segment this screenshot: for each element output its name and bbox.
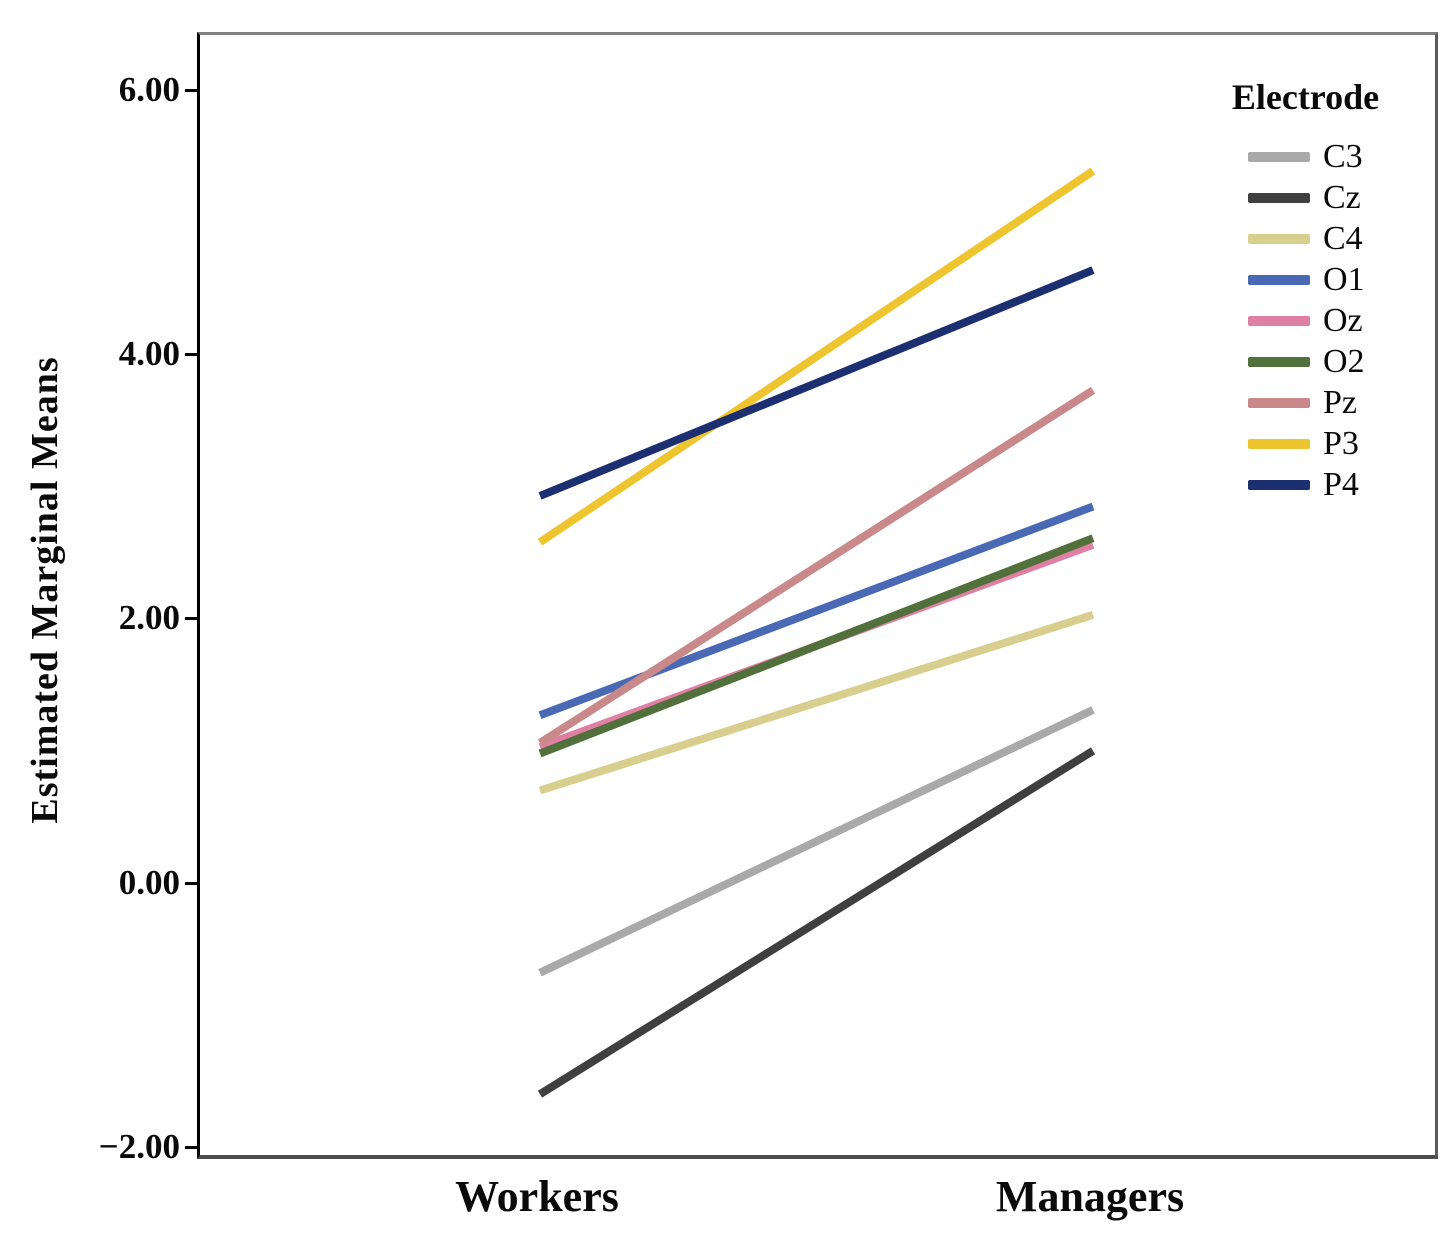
legend-label-P4: P4	[1323, 465, 1359, 503]
series-line-O2	[538, 534, 1095, 758]
plot-area	[197, 32, 1438, 1159]
legend-swatch-O2	[1248, 356, 1310, 367]
line-series-canvas	[537, 167, 1096, 1098]
legend-swatch-Cz	[1248, 192, 1310, 203]
legend-row-P4: P4	[1248, 464, 1365, 505]
y-tick-mark	[185, 617, 197, 621]
legend-swatch-C3	[1248, 151, 1310, 162]
series-line-P3	[537, 167, 1096, 546]
legend-label-O1: O1	[1323, 260, 1365, 298]
series-line-C4	[538, 610, 1095, 795]
series-line-Pz	[537, 386, 1096, 747]
legend-row-Cz: Cz	[1248, 177, 1365, 218]
series-line-Cz	[537, 747, 1096, 1098]
x-category-label-workers: Workers	[455, 1172, 619, 1221]
y-tick-mark	[185, 89, 197, 93]
y-tick-label: −2.00	[98, 1126, 180, 1166]
legend-swatch-Oz	[1248, 315, 1310, 326]
legend-label-Oz: Oz	[1323, 301, 1363, 339]
y-axis-title: Estimated Marginal Means	[24, 356, 66, 824]
legend-row-Oz: Oz	[1248, 300, 1365, 341]
y-tick-label: 0.00	[118, 862, 180, 902]
legend-swatch-Pz	[1248, 397, 1310, 408]
legend-swatch-P4	[1248, 479, 1310, 490]
legend-label-C3: C3	[1323, 137, 1363, 175]
y-tick-label: 2.00	[118, 598, 180, 638]
legend: C3 Cz C4 O1 Oz O2 Pz P3 P4	[1248, 136, 1365, 505]
legend-title: Electrode	[1231, 77, 1380, 117]
legend-label-C4: C4	[1323, 219, 1363, 257]
y-tick-mark	[185, 881, 197, 885]
legend-swatch-P3	[1248, 438, 1310, 449]
y-tick-mark	[185, 353, 197, 357]
y-tick-label: 4.00	[118, 334, 180, 374]
legend-row-C3: C3	[1248, 136, 1365, 177]
legend-row-O1: O1	[1248, 259, 1365, 300]
legend-label-Cz: Cz	[1323, 178, 1361, 216]
legend-row-Pz: Pz	[1248, 382, 1365, 423]
legend-row-P3: P3	[1248, 423, 1365, 464]
series-line-C3	[538, 706, 1095, 977]
series-line-O1	[538, 502, 1095, 719]
series-line-P4	[538, 266, 1095, 500]
x-category-label-managers: Managers	[995, 1172, 1185, 1221]
y-tick-label: 6.00	[118, 70, 180, 110]
legend-row-O2: O2	[1248, 341, 1365, 382]
legend-row-C4: C4	[1248, 218, 1365, 259]
legend-label-O2: O2	[1323, 342, 1365, 380]
legend-swatch-O1	[1248, 274, 1310, 285]
legend-swatch-C4	[1248, 233, 1310, 244]
y-tick-mark	[185, 1145, 197, 1149]
legend-label-Pz: Pz	[1323, 383, 1357, 421]
legend-label-P3: P3	[1323, 424, 1359, 462]
